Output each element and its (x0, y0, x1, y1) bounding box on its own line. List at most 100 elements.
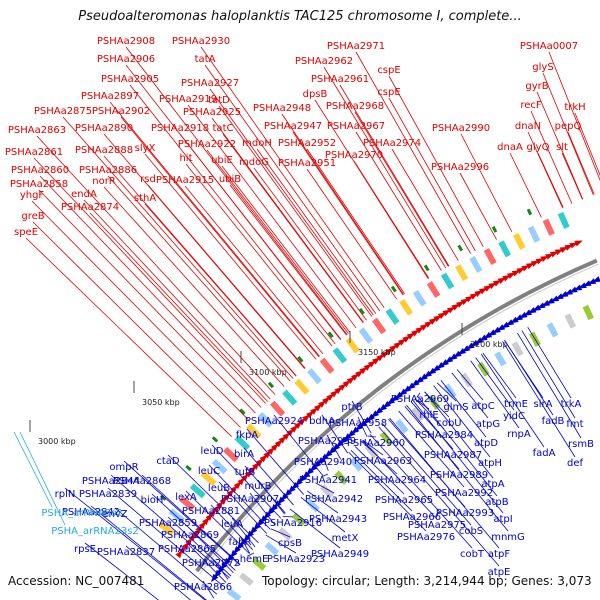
reverse-gene-label: atpI (493, 514, 512, 525)
reverse-gene-label: rsmB (568, 439, 594, 450)
feature-block (379, 431, 394, 446)
reverse-leader-line (110, 474, 230, 579)
reverse-gene-arrow (537, 302, 546, 309)
kbp-tick-label: 3000 kbp (38, 437, 76, 446)
forward-gene-arrow (376, 354, 385, 362)
feature-block (364, 444, 378, 459)
reverse-gene-label: PSHAa2966 (383, 512, 441, 523)
reverse-gene-arrow (243, 534, 251, 543)
forward-gene-label: PSHAa2918 (151, 123, 209, 134)
feature-block (305, 498, 320, 513)
reverse-gene-label: fabR (229, 537, 252, 548)
reverse-gene-label: PSHAa2839 (79, 489, 137, 500)
reverse-gene-arrow (394, 391, 404, 399)
feature-block (269, 400, 286, 417)
reverse-leader-line (357, 416, 368, 437)
feature-block (264, 541, 280, 556)
forward-leader-line (355, 51, 472, 254)
forward-gene-arrow (359, 366, 368, 375)
reverse-gene-arrow (423, 370, 433, 378)
forward-gene-arrow (380, 350, 389, 359)
reverse-leader-line (239, 535, 251, 554)
feature-block (282, 389, 298, 406)
forward-gene-label: PSHAa2861 (5, 147, 63, 158)
reverse-leader-line (167, 516, 232, 577)
reverse-leader-line (470, 360, 520, 429)
marker-tick (239, 408, 246, 415)
forward-gene-arrow (290, 425, 299, 433)
forward-gene-arrow (433, 315, 442, 322)
reverse-gene-arrow (343, 433, 352, 441)
reverse-gene-label: atpG (476, 419, 500, 430)
forward-gene-arrow (306, 410, 315, 419)
feature-block (246, 423, 262, 440)
reverse-gene-arrow (453, 350, 462, 358)
reverse-gene-label: PSHAa2907 (221, 494, 279, 505)
reverse-leader-line (440, 380, 487, 438)
reverse-leader-line (351, 400, 372, 434)
reverse-gene-arrow (474, 337, 484, 344)
reverse-gene-arrow (411, 379, 420, 387)
reverse-leader-line (482, 352, 517, 399)
forward-gene-label: PSHAa2890 (75, 123, 133, 134)
forward-gene-label: gyrB (525, 81, 548, 92)
forward-gene-label: PSHAa2990 (432, 123, 490, 134)
feature-block (513, 232, 526, 250)
reverse-gene-arrow (339, 436, 348, 445)
reverse-gene-label: PSHAa2924 (245, 416, 303, 427)
forward-gene-label: pepQ (555, 121, 582, 132)
reverse-gene-arrow (519, 311, 528, 319)
forward-gene-arrow (367, 360, 377, 368)
marker-tick (297, 356, 304, 363)
reverse-leader-line (84, 542, 159, 600)
feature-block (179, 495, 196, 511)
reverse-leader-line (246, 428, 304, 495)
reverse-gene-arrow (332, 443, 341, 451)
feature-block (546, 322, 559, 338)
reverse-gene-arrow (359, 420, 368, 428)
forward-leader-line (38, 189, 256, 414)
forward-leader-line (144, 203, 297, 377)
forward-gene-label: dnaA (497, 142, 523, 153)
forward-gene-label: glyS (532, 62, 553, 73)
forward-gene-label: PSHAa2902 (92, 106, 150, 117)
forward-leader-line (179, 133, 342, 340)
forward-gene-arrow (428, 317, 438, 325)
reverse-leader-line (265, 534, 297, 554)
forward-leader-line (218, 105, 373, 317)
forward-gene-arrow (259, 454, 268, 463)
feature-block (189, 483, 206, 499)
feature-block (411, 406, 425, 422)
forward-leader-line (388, 75, 484, 247)
feature-block (511, 341, 524, 357)
reverse-gene-arrow (461, 345, 471, 353)
rna-leader-line (13, 431, 53, 508)
marker-tick (159, 494, 167, 501)
forward-leader-line (89, 212, 268, 402)
reverse-gene-label: bdhA (309, 416, 335, 427)
forward-leader-line (561, 152, 583, 200)
forward-gene-arrow (278, 435, 287, 444)
reverse-gene-label: envZ (102, 509, 127, 520)
forward-leader-line (536, 91, 584, 200)
reverse-gene-label: PSHAa2992 (435, 488, 493, 499)
reverse-gene-label: PSHAa2859 (139, 518, 197, 529)
forward-leader-line (147, 184, 306, 369)
reverse-gene-label: PSHAa2943 (309, 514, 367, 525)
forward-gene-arrow (355, 370, 364, 378)
marker-tick (358, 308, 365, 315)
forward-gene-label: PSHAa2905 (101, 74, 159, 85)
feature-block (582, 304, 594, 321)
forward-gene-arrow (244, 469, 253, 478)
reverse-gene-label: PSHAa2866 (174, 582, 232, 593)
reverse-leader-line (321, 473, 329, 478)
forward-gene-label: mdoH (242, 138, 272, 149)
reverse-leader-line (362, 439, 438, 520)
reverse-gene-label: hemE (240, 554, 269, 565)
feature-block (460, 372, 474, 388)
reverse-leader-line (249, 492, 276, 525)
forward-gene-label: tatC (213, 123, 234, 134)
forward-gene-arrow (322, 396, 331, 405)
reverse-gene-arrow (378, 404, 387, 412)
